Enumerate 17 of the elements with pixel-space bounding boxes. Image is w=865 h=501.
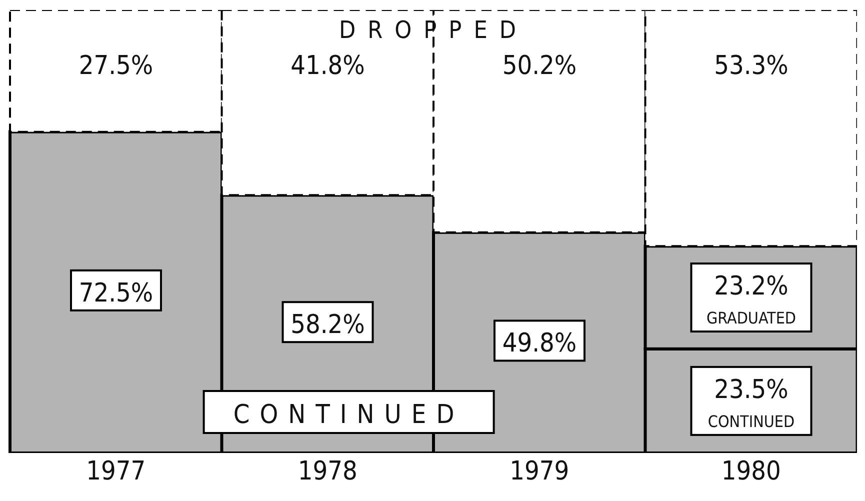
data-label: 41.8% <box>290 51 365 81</box>
data-label: 72.5% <box>78 278 154 308</box>
data-label: 50.2% <box>502 51 577 81</box>
x-tick-label: 1977 <box>86 456 146 486</box>
series-label: CONTINUED <box>233 400 464 430</box>
x-tick-label: 1980 <box>721 456 781 486</box>
x-tick-label: 1979 <box>510 456 570 486</box>
x-tick-label: 1978 <box>298 456 358 486</box>
series-label: GRADUATED <box>706 308 796 328</box>
data-label: 27.5% <box>78 51 154 81</box>
data-label: 53.3% <box>714 51 788 81</box>
series-label: DROPPED <box>339 16 528 44</box>
data-label: 49.8% <box>502 328 577 359</box>
data-label: 23.5% <box>714 374 788 405</box>
data-label: 58.2% <box>290 310 365 340</box>
data-label: 23.2% <box>714 272 788 302</box>
text: CONTINUED <box>708 412 795 431</box>
